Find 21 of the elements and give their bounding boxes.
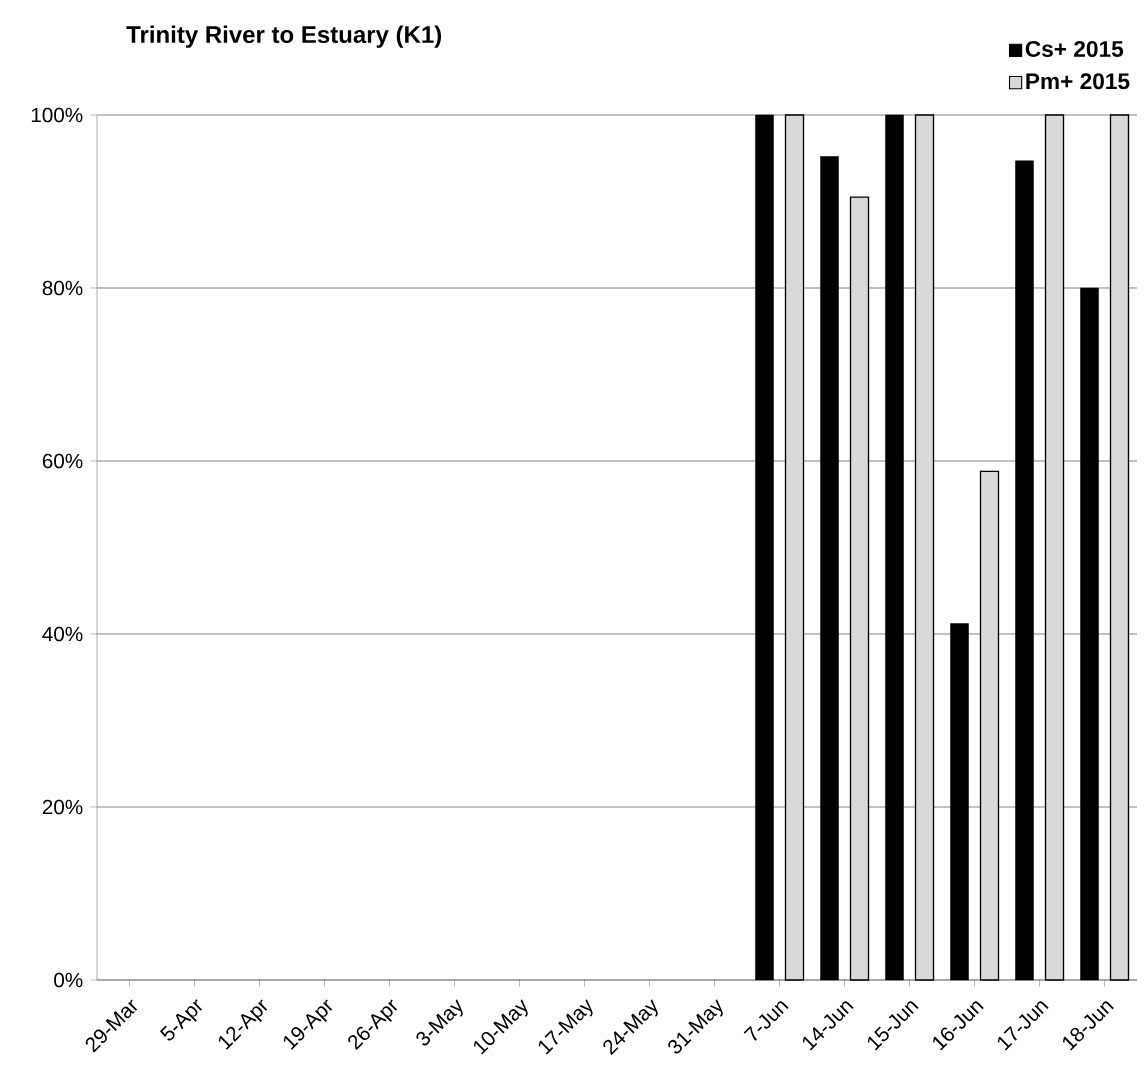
bar bbox=[820, 156, 839, 981]
bar bbox=[979, 470, 1000, 981]
y-tick-label: 20% bbox=[42, 799, 83, 815]
y-tick-label: 60% bbox=[42, 453, 83, 469]
bar bbox=[950, 623, 969, 981]
bar bbox=[849, 196, 870, 981]
legend-label: Cs+ 2015 bbox=[1025, 40, 1124, 57]
bar bbox=[1109, 114, 1130, 981]
legend-label: Pm+ 2015 bbox=[1026, 73, 1130, 90]
bar bbox=[755, 114, 774, 981]
bar bbox=[784, 114, 805, 981]
y-tick-label: 40% bbox=[42, 626, 83, 642]
chart-title: Trinity River to Estuary (K1) bbox=[126, 25, 442, 48]
y-tick-label: 0% bbox=[54, 972, 83, 988]
bar bbox=[1015, 160, 1034, 981]
y-tick-label: 100% bbox=[31, 107, 83, 123]
bar bbox=[1044, 114, 1065, 981]
bar bbox=[885, 114, 904, 981]
y-tick-label: 80% bbox=[42, 280, 83, 296]
bar bbox=[914, 114, 935, 981]
bar bbox=[1080, 287, 1099, 981]
